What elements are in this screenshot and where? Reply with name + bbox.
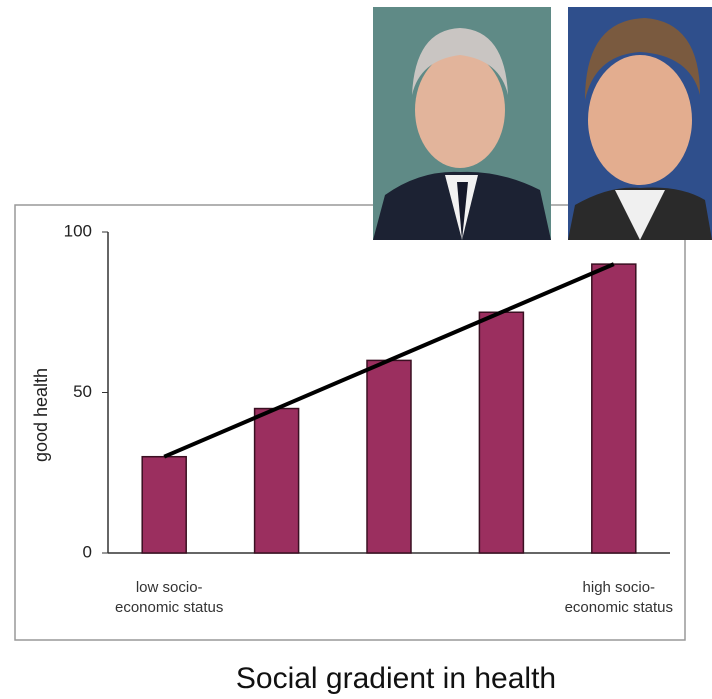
x-tick-label: low socio-economic status [114, 579, 224, 616]
chart-title: Social gradient in health [235, 662, 557, 695]
y-tick-label: 50 [73, 382, 92, 401]
trend-line [163, 262, 615, 459]
bar [141, 455, 187, 554]
y-tick-label: 0 [83, 542, 92, 561]
bar [478, 311, 525, 554]
photos [373, 7, 712, 240]
bar [591, 263, 637, 554]
chart-frame [14, 204, 686, 641]
bar [366, 359, 412, 554]
y-axis-label: good health [31, 368, 51, 462]
photo [373, 7, 551, 240]
bar [253, 407, 300, 554]
photo [568, 7, 712, 240]
y-tick-label: 100 [64, 221, 92, 240]
x-tick-label: high socio-economic status [564, 579, 673, 616]
